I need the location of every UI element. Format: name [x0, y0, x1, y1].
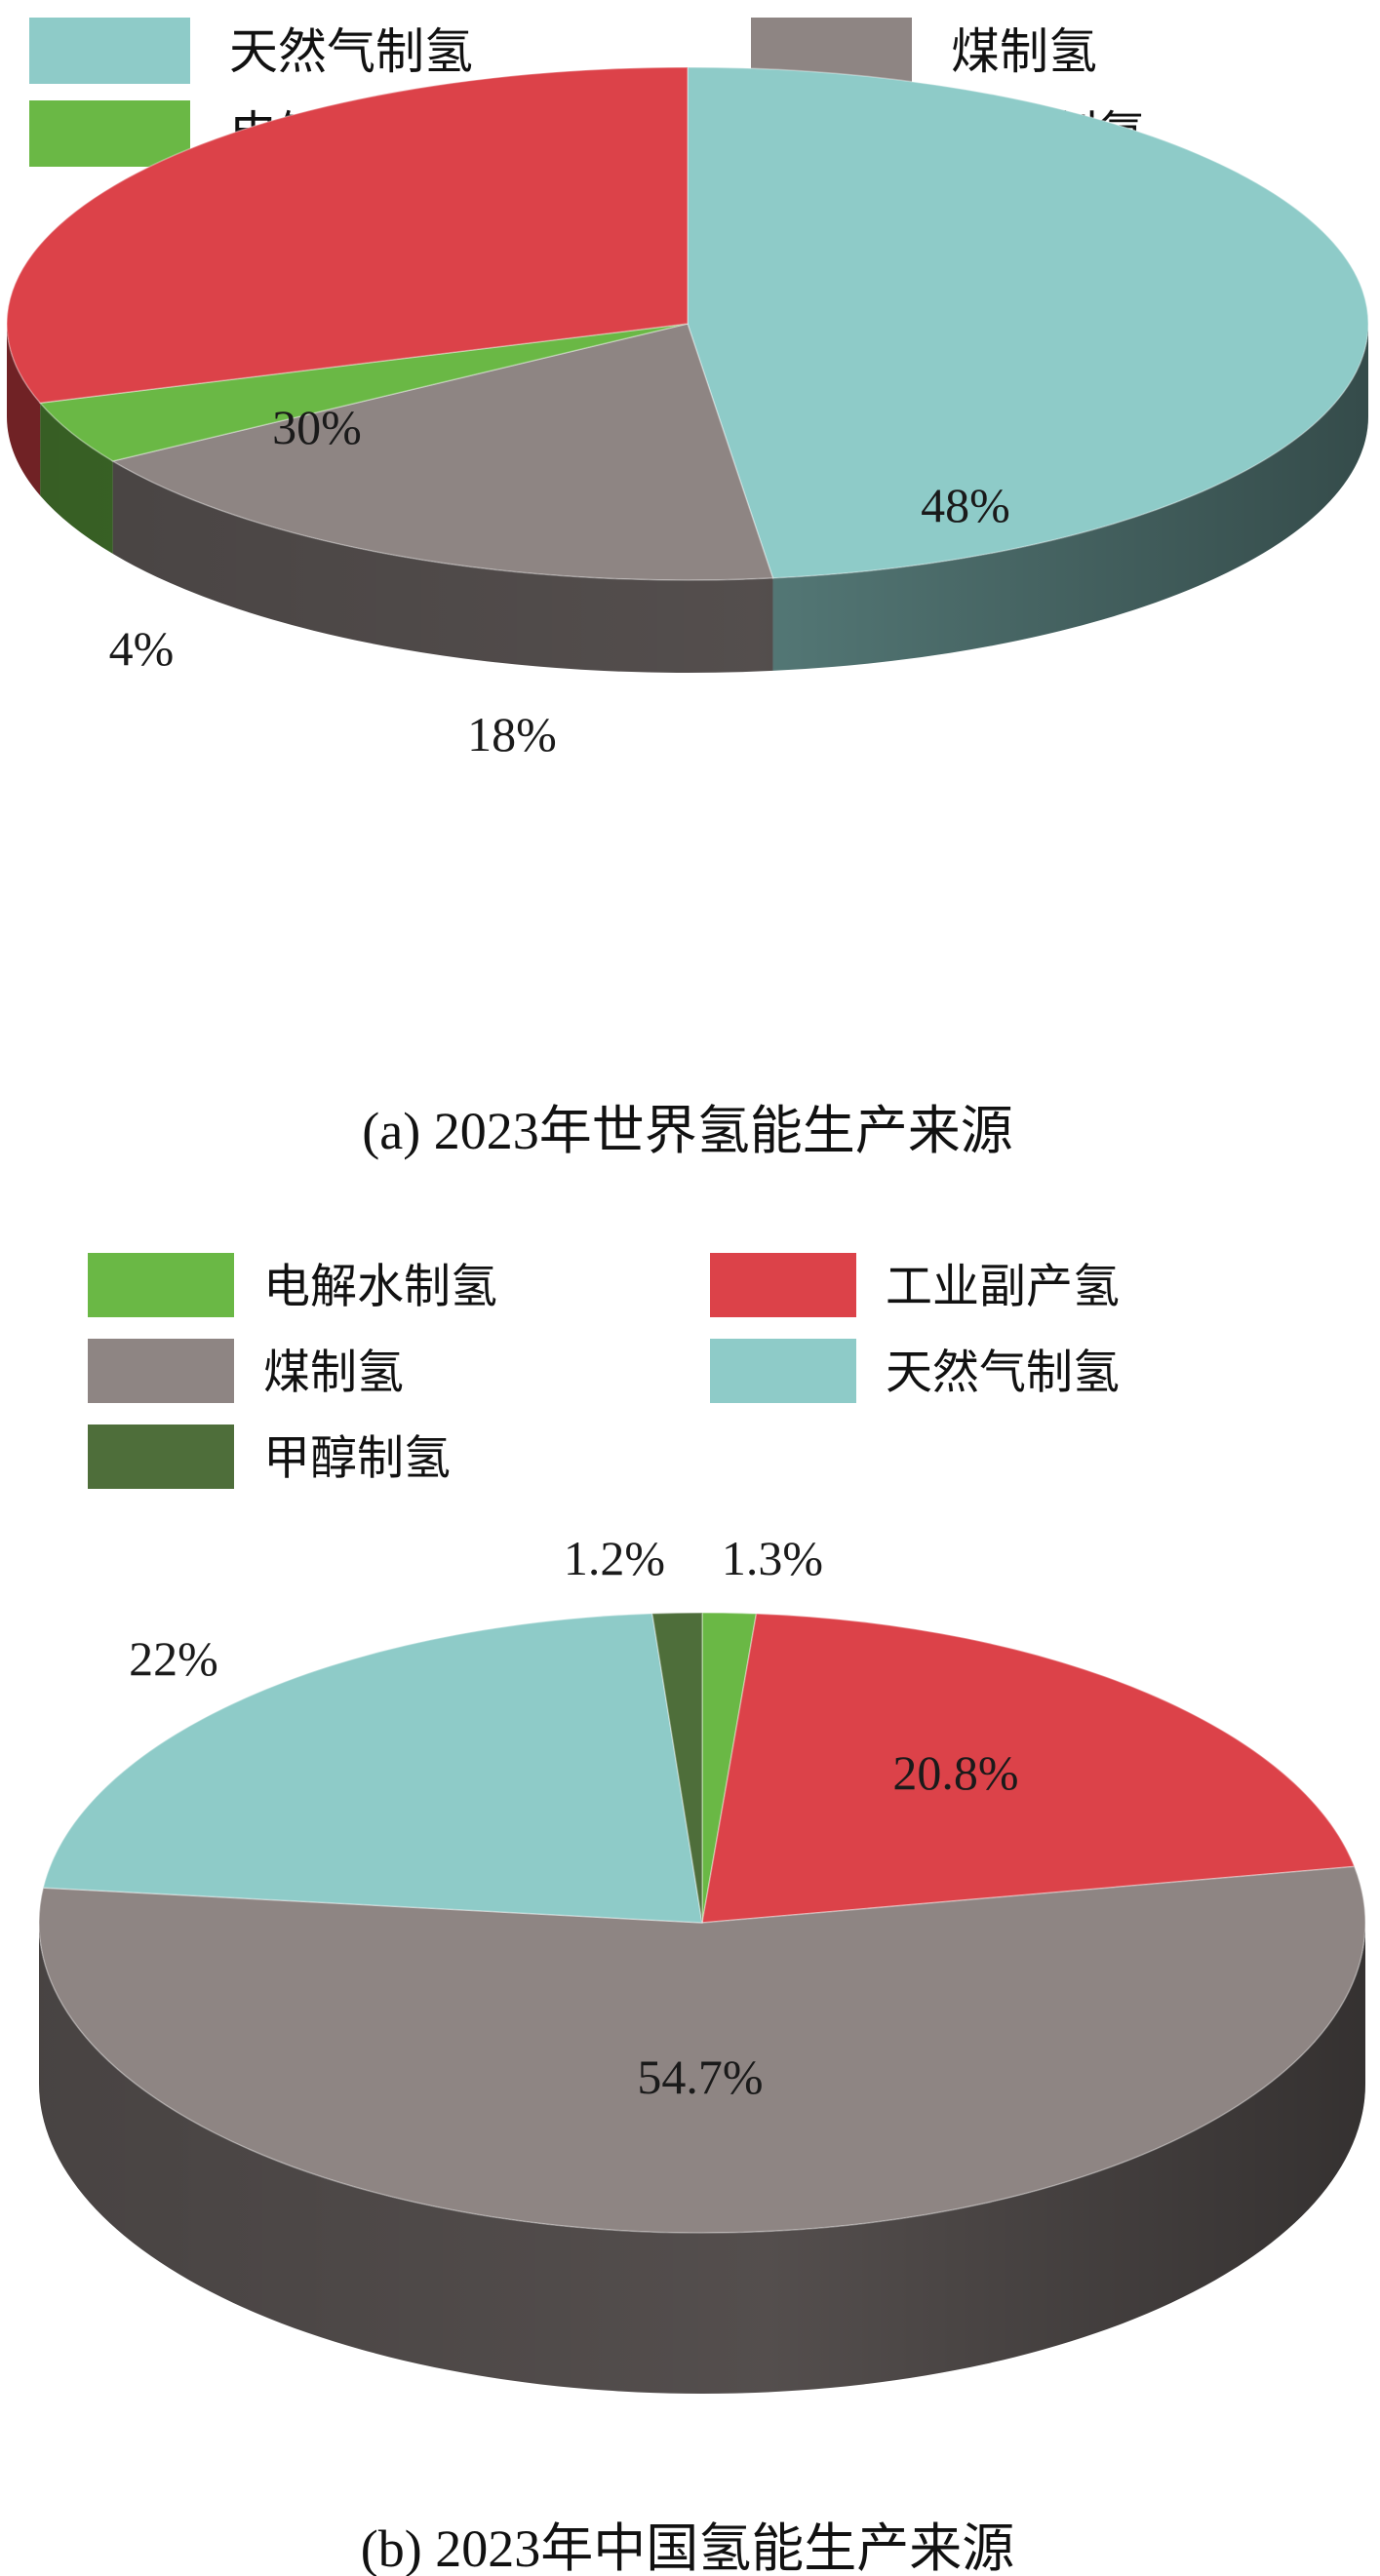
chart-a-side-shading: [7, 324, 1368, 673]
chart-b-legend-label-5: 甲醇制氢: [263, 1430, 451, 1485]
chart-b-legend-item-4: 天然气制氢: [710, 1339, 1120, 1403]
chart-b-pie-side: [39, 1923, 1365, 2394]
chart-b-slice-1: [701, 1612, 758, 1924]
chart-b-legend-swatch-3: [88, 1339, 234, 1403]
chart-a-data-label-4: 30%: [272, 400, 362, 454]
chart-b-slice-4: [42, 1613, 703, 1924]
chart-b-legend-swatch-2: [710, 1253, 856, 1317]
chart-a-caption: (a) 2023年世界氢能生产来源: [362, 1102, 1012, 1160]
chart-b-legend-label-1: 电解水制氢: [263, 1259, 497, 1313]
chart-b-data-label-4: 22%: [129, 1631, 218, 1686]
chart-b-data-label-1: 1.3%: [722, 1531, 823, 1585]
chart-a-data-label-1: 48%: [921, 478, 1010, 532]
chart-b-caption: (b) 2023年中国氢能生产来源: [361, 2519, 1014, 2576]
chart-a-legend-label-2: 煤制氢: [951, 23, 1097, 80]
chart-b-legend-item-5: 甲醇制氢: [88, 1425, 451, 1489]
chart-b-data-label-5: 1.2%: [564, 1531, 665, 1585]
chart-b-legend-label-3: 煤制氢: [263, 1345, 404, 1399]
chart-a-pie-side: [7, 324, 1369, 673]
chart-b-legend-label-4: 天然气制氢: [886, 1345, 1120, 1399]
chart-b-slice-2: [701, 1613, 1356, 1924]
chart-a-world: 天然气制氢煤制氢电解水制氢石油制氢48%18%4%30%(a) 2023年世界氢…: [6, 18, 1369, 1160]
chart-a-slice-2: [110, 323, 774, 581]
chart-a-slice-3: [38, 323, 689, 462]
chart-b-pie-top: [38, 1612, 1366, 2234]
chart-b-legend-item-1: 电解水制氢: [88, 1253, 497, 1317]
chart-a-legend-label-1: 天然气制氢: [229, 23, 473, 80]
chart-a-data-label-3: 4%: [109, 621, 175, 676]
chart-a-legend-swatch-1: [29, 18, 190, 84]
chart-b-legend-swatch-1: [88, 1253, 234, 1317]
chart-b-slice-3: [38, 1865, 1366, 2234]
chart-a-legend-item-1: 天然气制氢: [29, 18, 473, 84]
chart-a-pie-top: [6, 66, 1369, 581]
chart-b-data-label-3: 54.7%: [637, 2049, 763, 2104]
chart-a-slice-4: [6, 66, 689, 405]
chart-b-legend-swatch-4: [710, 1339, 856, 1403]
chart-b-legend-label-2: 工业副产氢: [886, 1259, 1120, 1313]
chart-b-side-shading: [39, 1923, 1365, 2394]
chart-b-legend-item-2: 工业副产氢: [710, 1253, 1120, 1317]
chart-a-slice-1: [687, 66, 1369, 579]
chart-b-data-label-2: 20.8%: [892, 1745, 1018, 1800]
chart-b-legend-swatch-5: [88, 1425, 234, 1489]
chart-b-slice-5: [651, 1612, 703, 1924]
chart-a-legend-swatch-3: [29, 100, 190, 167]
chart-b-legend-item-3: 煤制氢: [88, 1339, 404, 1403]
chart-a-data-label-2: 18%: [467, 707, 557, 761]
